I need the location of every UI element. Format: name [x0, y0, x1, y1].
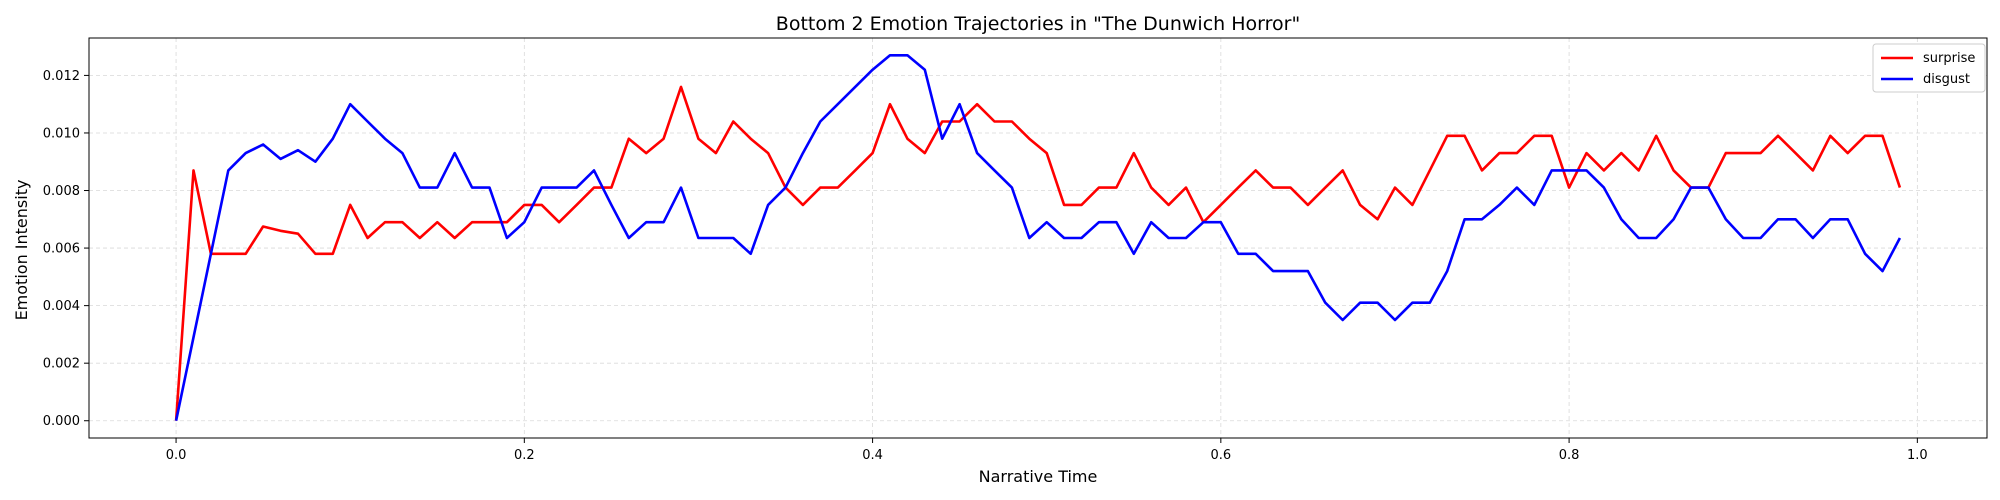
x-tick-label: 0.4 [862, 448, 883, 463]
axes: 0.0 0.2 0.4 0.6 0.8 1.0 0.000 0.002 0.004 0.006 0.… [43, 69, 1928, 463]
y-tick-label: 0.010 [43, 126, 80, 141]
y-tick-label: 0.004 [43, 299, 80, 314]
x-tick-label: 1.0 [1907, 448, 1928, 463]
x-axis-label: Narrative Time [979, 467, 1098, 486]
grid-lines [89, 38, 1987, 438]
series-line-surprise [174, 85, 1902, 421]
series-lines [174, 53, 1902, 421]
legend-label-disgust: disgust [1923, 72, 1970, 87]
legend: surprise disgust [1872, 43, 1986, 93]
x-tick-label: 0.2 [514, 448, 535, 463]
plot-area-frame [88, 37, 1988, 439]
series-line-disgust [174, 53, 1902, 421]
x-tick-label: 0.6 [1210, 448, 1231, 463]
y-tick-label: 0.012 [43, 69, 80, 84]
chart-title: Bottom 2 Emotion Trajectories in "The Du… [776, 13, 1300, 35]
legend-label-surprise: surprise [1923, 51, 1975, 66]
y-tick-label: 0.006 [43, 242, 80, 257]
y-axis-label: Emotion Intensity [12, 180, 31, 321]
x-tick-label: 0.0 [166, 448, 187, 463]
y-tick-label: 0.000 [43, 414, 80, 429]
y-tick-label: 0.002 [43, 357, 80, 372]
x-tick-label: 0.8 [1559, 448, 1580, 463]
y-tick-label: 0.008 [43, 184, 80, 199]
